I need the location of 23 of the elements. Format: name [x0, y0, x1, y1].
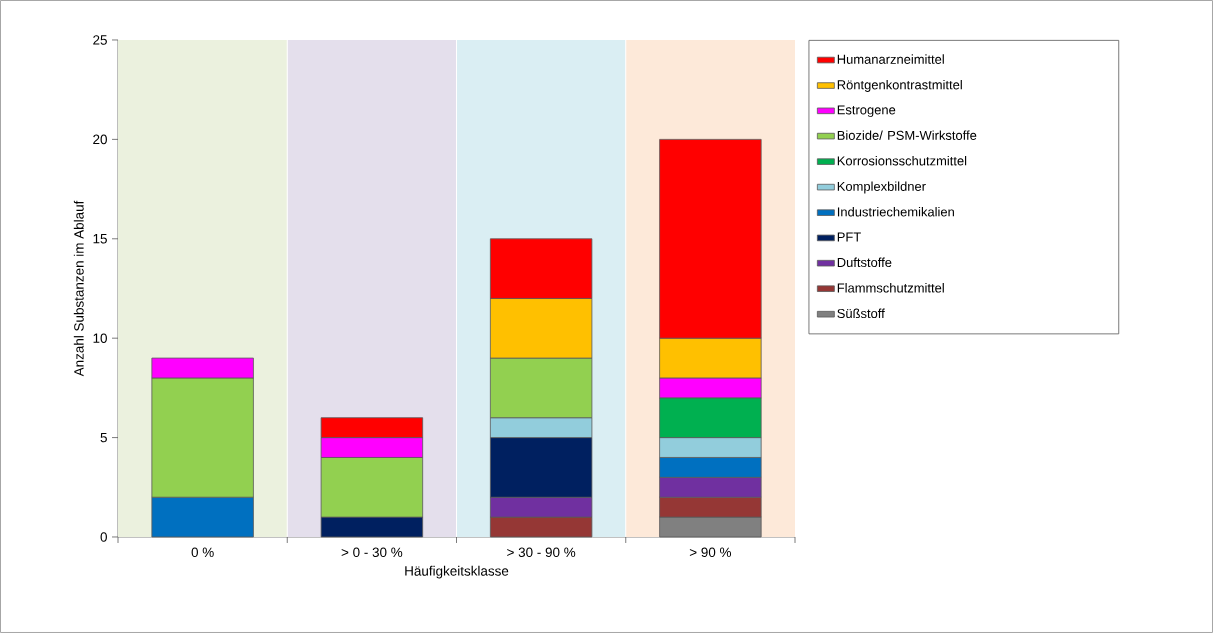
legend-label: Komplexbildner — [837, 181, 926, 194]
legend-label: Humanarzneimittel — [837, 54, 944, 64]
legend-label: Korrosionsschutzmittel — [837, 155, 967, 166]
y-tick-label: 20 — [93, 134, 107, 145]
y-axis-title: Anzahl Substanzen im Ablauf — [73, 200, 84, 377]
x-tick-label: > 90 % — [689, 547, 732, 558]
y-tick-label: 15 — [93, 234, 107, 244]
x-tick-label: > 0 - 30 % — [341, 547, 403, 558]
legend-label: Röntgenkontrastmittel — [837, 79, 962, 92]
legend-label: Süßstoff — [837, 308, 885, 319]
legend-label: Duftstoffe — [837, 257, 892, 268]
legend-label: Flammschutzmittel — [837, 283, 944, 293]
y-tick-label: 0 — [100, 532, 107, 542]
y-tick-label: 25 — [93, 35, 107, 45]
y-tick-label: 5 — [100, 432, 107, 443]
y-tick-label: 10 — [93, 333, 107, 343]
x-axis-title: Häufigkeitsklasse — [405, 565, 509, 579]
legend-label: Estrogene — [837, 105, 896, 117]
legend-label: Biozide/ PSM-Wirkstoffe — [837, 130, 977, 140]
x-tick-label: 0 % — [191, 547, 214, 558]
legend-label: Industriechemikalien — [837, 206, 954, 217]
x-tick-label: > 30 - 90 % — [507, 547, 576, 558]
legend-label: PFT — [837, 232, 861, 242]
